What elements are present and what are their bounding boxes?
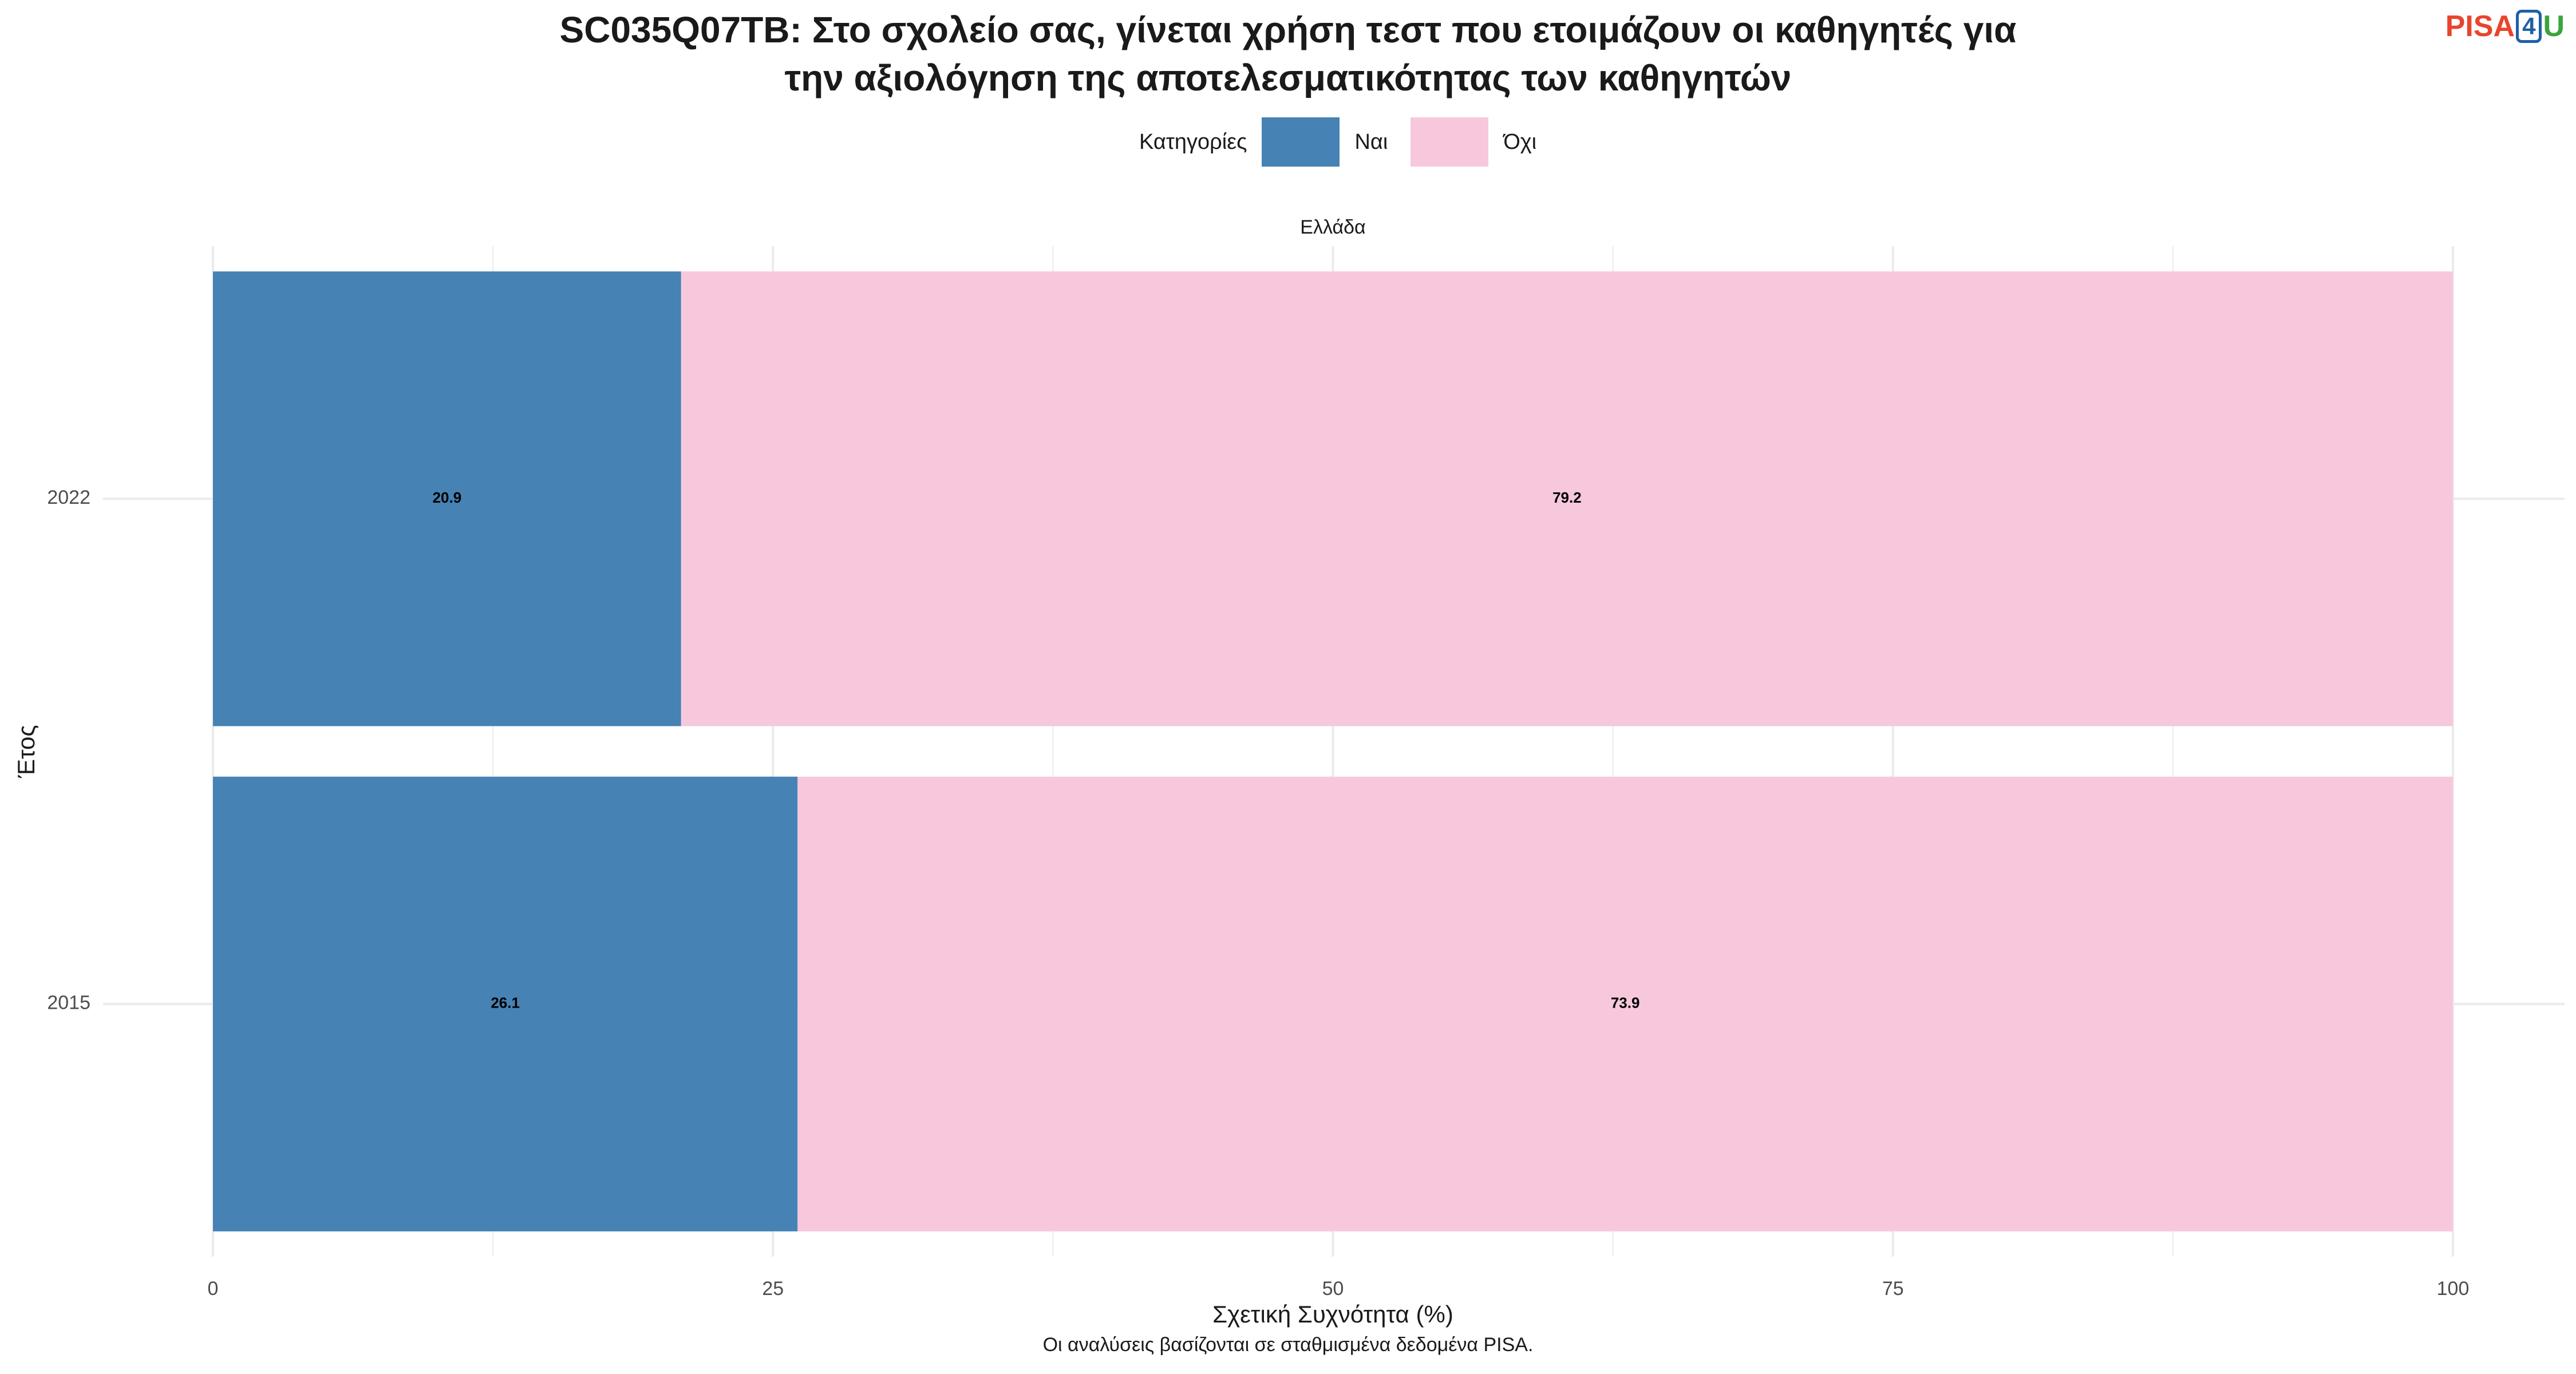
x-tick-label-0: 0 xyxy=(208,1278,219,1300)
pisa4u-logo: PISA 4 U xyxy=(2445,9,2565,44)
legend-title: Κατηγορίες xyxy=(1139,129,1247,154)
data-label-2022-series-1: 79.2 xyxy=(1552,489,1582,506)
y-tick-label-2022: 2022 xyxy=(47,487,90,508)
data-label-2015-series-0: 26.1 xyxy=(491,994,520,1012)
title-line-2: την αξιολόγηση της αποτελεσματικότητας τ… xyxy=(784,57,1792,98)
facet-label: Ελλάδα xyxy=(1300,216,1365,238)
x-axis-title: Σχετική Συχνότητα (%) xyxy=(1212,1301,1453,1328)
legend-label-ochi: Όχι xyxy=(1503,129,1537,154)
legend-label-nai: Ναι xyxy=(1354,129,1388,154)
x-tick-label-75: 75 xyxy=(1882,1278,1904,1300)
logo-part-1: PISA xyxy=(2445,10,2515,43)
bar-group xyxy=(213,271,2453,1231)
legend: Κατηγορίες Ναι Όχι xyxy=(1139,117,1559,167)
axes: 2022 2015 0 25 50 75 100 Ελλάδα Σχετική Συχνότητ… xyxy=(13,216,2469,1328)
legend-swatch-nai xyxy=(1262,117,1340,167)
bar-2015-series-1 xyxy=(797,776,2453,1231)
data-label-2022-series-0: 20.9 xyxy=(433,489,462,506)
title-line-1: SC035Q07TB: Στο σχολείο σας, γίνεται χρή… xyxy=(559,9,2017,50)
logo-part-2: 4 xyxy=(2516,10,2542,43)
chart-title: SC035Q07TB: Στο σχολείο σας, γίνεται χρή… xyxy=(0,6,2576,102)
data-labels: 20.9 79.2 26.1 73.9 xyxy=(433,489,1640,1012)
y-axis-title: Έτος xyxy=(13,725,39,779)
bar-2022-series-1 xyxy=(681,271,2453,727)
legend-swatch-ochi xyxy=(1411,117,1489,167)
data-label-2015-series-1: 73.9 xyxy=(1611,994,1640,1012)
logo-part-3: U xyxy=(2543,10,2565,43)
bar-2022-series-0 xyxy=(213,271,681,727)
bar-2015-series-0 xyxy=(213,776,798,1231)
x-tick-label-25: 25 xyxy=(762,1278,784,1300)
x-tick-label-100: 100 xyxy=(2437,1278,2470,1300)
x-tick-label-50: 50 xyxy=(1322,1278,1344,1300)
y-tick-label-2015: 2015 xyxy=(47,992,90,1014)
caption: Οι αναλύσεις βασίζονται σε σταθμισμένα δ… xyxy=(1042,1334,1534,1356)
